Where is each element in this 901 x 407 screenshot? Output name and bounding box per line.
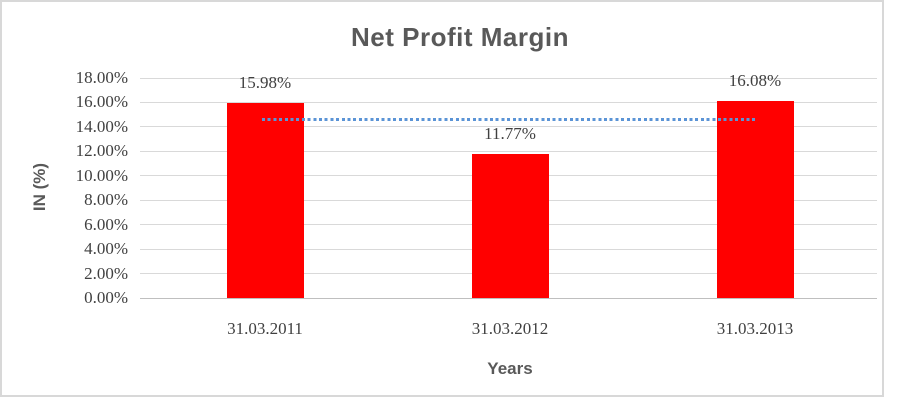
x-axis-line: [140, 297, 877, 299]
y-tick-label: 18.00%: [75, 68, 128, 87]
y-tick-label: 8.00%: [84, 190, 128, 210]
bar-data-label: 16.08%: [728, 71, 782, 91]
y-tick-label: 4.00%: [84, 239, 128, 259]
x-tick-label: 31.03.2013: [716, 319, 794, 338]
bar: [226, 102, 304, 298]
y-tick-label: 10.00%: [75, 165, 128, 185]
bar-data-label: 15.98%: [238, 72, 292, 92]
chart-title: Net Profit Margin: [351, 22, 569, 52]
gridline: [140, 150, 877, 152]
x-tick-label: 31.03.2011: [227, 319, 303, 338]
x-tick-label: 31.03.2012: [471, 319, 549, 338]
y-tick-label: 12.00%: [75, 141, 128, 161]
y-tick-label: 16.00%: [75, 92, 128, 112]
y-tick-label: 6.00%: [84, 214, 128, 234]
bar-data-label: 11.77%: [484, 124, 536, 144]
bar: [716, 101, 794, 298]
y-tick-label: 14.00%: [75, 116, 128, 136]
bar: [471, 154, 549, 298]
gridline: [140, 77, 877, 79]
x-axis-title: Years: [487, 359, 533, 378]
gridline: [140, 101, 877, 103]
gridline: [140, 126, 877, 128]
y-tick-label: 0.00%: [84, 288, 128, 307]
trendline: [262, 117, 755, 121]
y-tick-label: 2.00%: [84, 263, 128, 283]
